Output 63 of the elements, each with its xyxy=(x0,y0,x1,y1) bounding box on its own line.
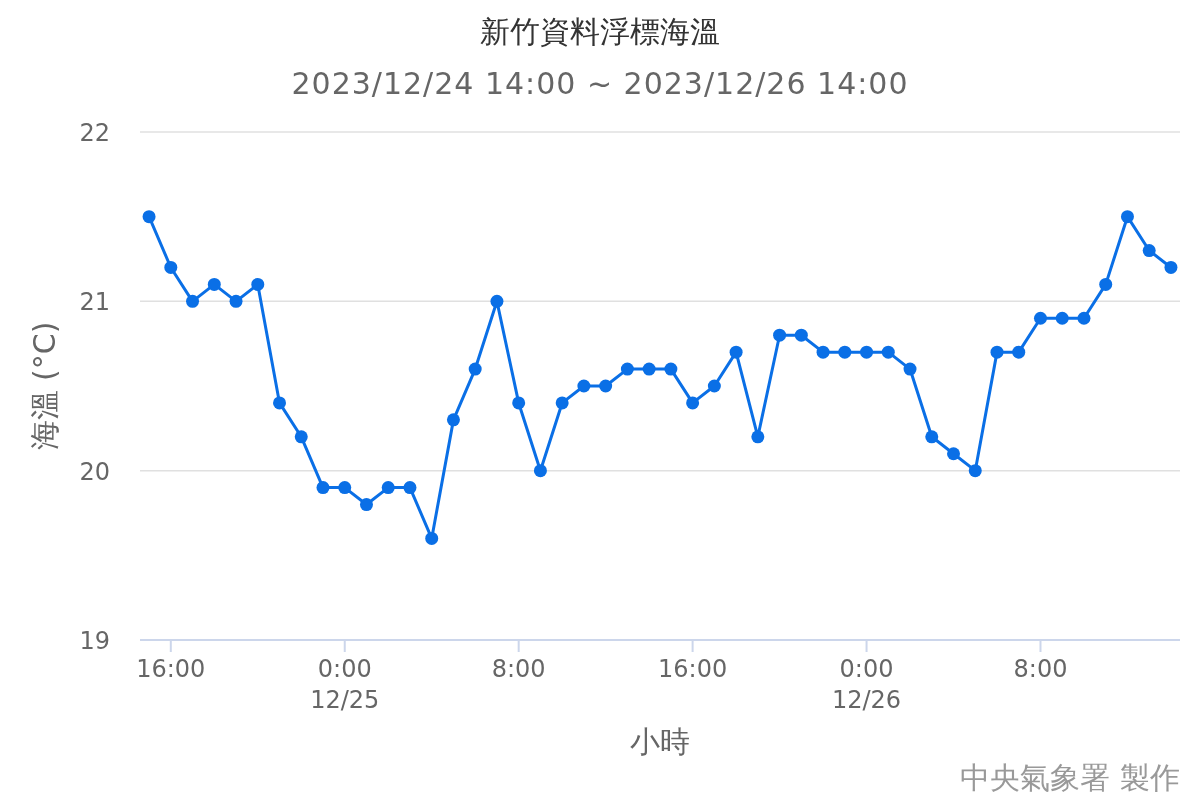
point xyxy=(686,396,700,410)
point xyxy=(142,210,156,224)
point xyxy=(881,345,895,359)
point xyxy=(186,294,200,308)
x-tick-label: 16:00 xyxy=(658,655,728,683)
y-tick-label: 19 xyxy=(79,627,110,655)
point xyxy=(599,379,613,393)
point xyxy=(425,531,439,545)
point xyxy=(751,430,765,444)
point xyxy=(1142,244,1156,258)
point xyxy=(1033,311,1047,325)
x-tick-label: 0:00 12/26 xyxy=(831,655,902,714)
x-tick-label: 16:00 xyxy=(136,655,206,683)
chart-subtitle: 2023/12/24 14:00 ~ 2023/12/26 14:00 xyxy=(291,66,909,101)
point xyxy=(925,430,939,444)
point xyxy=(794,328,808,342)
point xyxy=(316,481,330,495)
y-tick-label: 22 xyxy=(79,119,110,147)
point xyxy=(229,294,243,308)
point xyxy=(1164,260,1178,274)
point xyxy=(512,396,526,410)
point xyxy=(860,345,874,359)
point xyxy=(273,396,287,410)
point xyxy=(359,498,373,512)
point xyxy=(1012,345,1026,359)
point xyxy=(729,345,743,359)
point xyxy=(294,430,308,444)
point xyxy=(164,260,178,274)
point xyxy=(773,328,787,342)
point xyxy=(1120,210,1134,224)
point xyxy=(620,362,634,376)
chart-title: 新竹資料浮標海溫 xyxy=(480,14,720,49)
point xyxy=(1099,277,1113,291)
point xyxy=(403,481,417,495)
point xyxy=(490,294,504,308)
point xyxy=(990,345,1004,359)
y-tick-label: 20 xyxy=(79,457,110,486)
x-tick-label: 8:00 xyxy=(1013,655,1068,683)
point xyxy=(468,362,482,376)
point xyxy=(1055,311,1069,325)
point xyxy=(251,277,265,291)
point xyxy=(968,464,982,478)
point xyxy=(642,362,656,376)
point xyxy=(707,379,721,393)
point xyxy=(664,362,678,376)
point xyxy=(381,481,395,495)
point xyxy=(947,447,961,461)
point xyxy=(207,277,221,291)
text: 中央氣象署 製作 xyxy=(960,760,1180,795)
y-axis-title: 海溫 (°C) xyxy=(27,321,62,451)
y-tick-label: 21 xyxy=(79,288,110,317)
point xyxy=(533,464,547,478)
x-tick-label: 0:00 12/25 xyxy=(310,655,380,714)
x-axis-title: 小時 xyxy=(630,724,690,759)
point xyxy=(838,345,852,359)
point xyxy=(555,396,569,410)
point xyxy=(816,345,830,359)
point xyxy=(338,481,352,495)
point xyxy=(903,362,917,376)
x-tick-label: 8:00 xyxy=(491,655,546,683)
point xyxy=(446,413,460,427)
point xyxy=(577,379,591,393)
point xyxy=(1077,311,1091,325)
